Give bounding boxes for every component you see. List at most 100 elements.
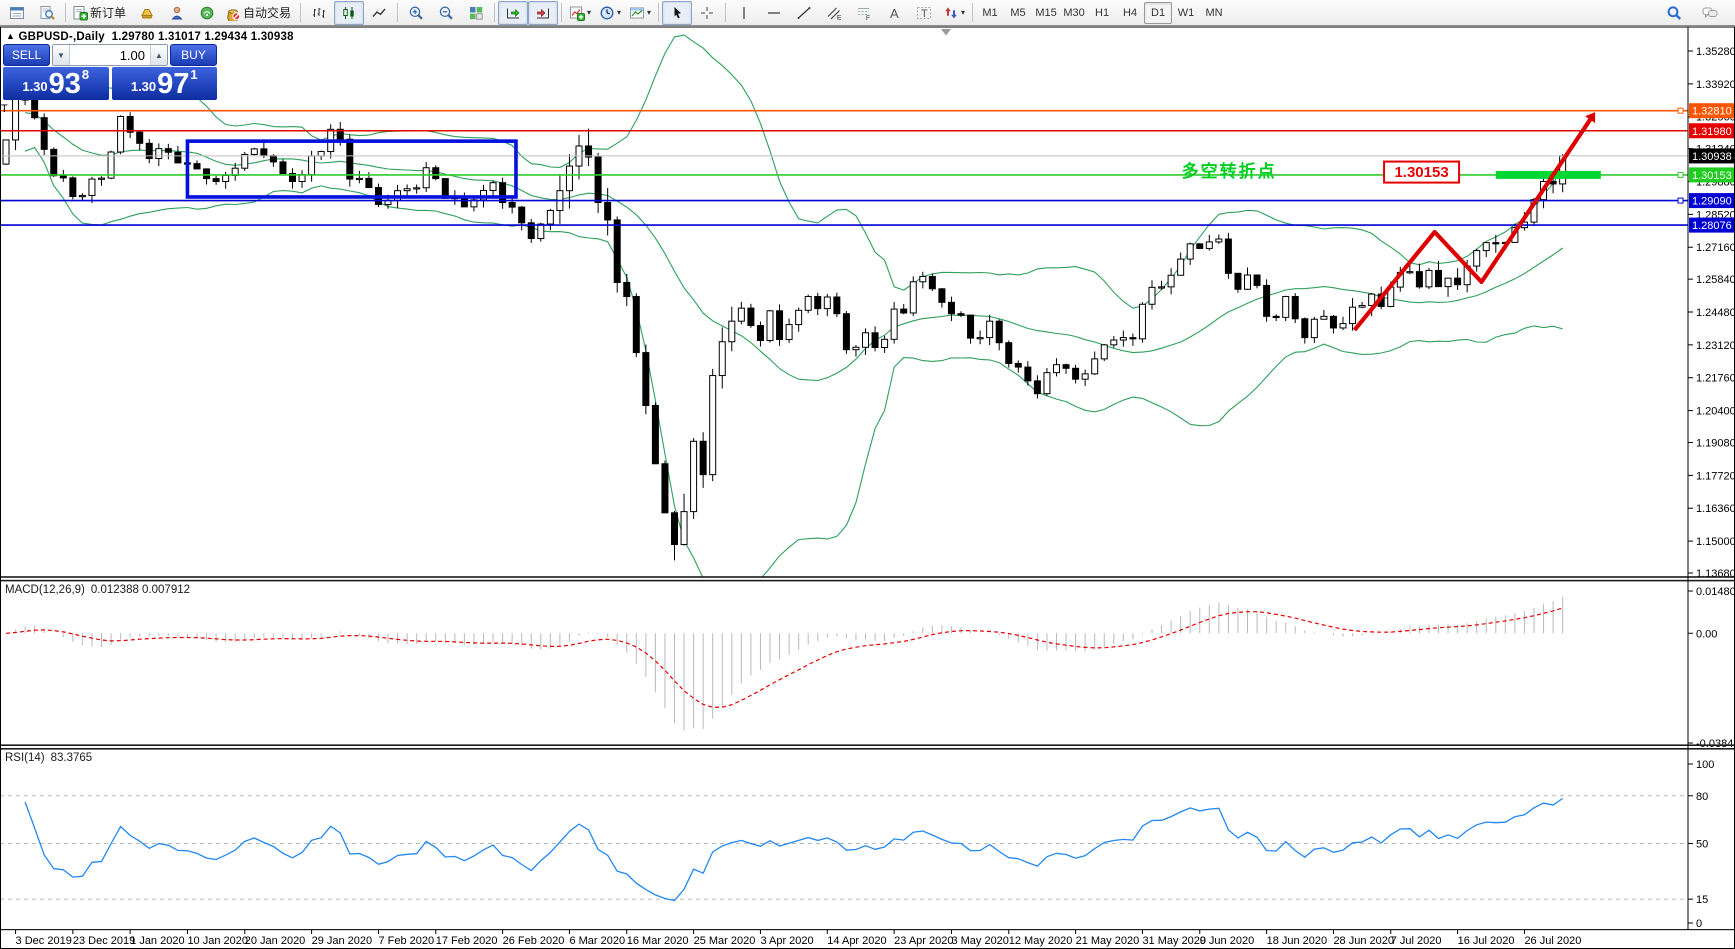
tile-windows-icon[interactable] bbox=[461, 1, 491, 25]
zoom-in-icon[interactable] bbox=[401, 1, 431, 25]
collapse-triangle-icon[interactable]: ▲ bbox=[6, 31, 16, 41]
indicator-list-icon[interactable] bbox=[132, 1, 162, 25]
toolbar-group: 新订单 自动交易 bbox=[69, 1, 297, 25]
periods-icon[interactable]: ▾ bbox=[595, 1, 625, 25]
buy-price-small: 1.30 bbox=[130, 79, 157, 94]
consolidation-rectangle-object[interactable] bbox=[185, 139, 518, 199]
line-handle[interactable] bbox=[1677, 197, 1684, 204]
timeframe-button-m30[interactable]: M30 bbox=[1063, 6, 1085, 19]
label-icon[interactable]: T bbox=[909, 1, 939, 25]
volume-decrease-button[interactable]: ▼ bbox=[53, 45, 70, 65]
price-tick-label: 1.23120 bbox=[1696, 340, 1735, 352]
price-tick-label: 1.35280 bbox=[1696, 46, 1735, 58]
candle-body bbox=[1072, 367, 1080, 380]
dropdown-caret-icon[interactable]: ▾ bbox=[961, 8, 966, 17]
timeframe-button-h1[interactable]: H1 bbox=[1095, 6, 1110, 19]
data-window-icon[interactable] bbox=[32, 1, 62, 25]
price-badge bbox=[1689, 193, 1735, 209]
crosshair-icon-glyph bbox=[701, 6, 714, 19]
pane-splitter[interactable] bbox=[0, 576, 1735, 578]
bar-chart-icon[interactable] bbox=[304, 1, 334, 25]
chat-icon[interactable] bbox=[1695, 1, 1725, 25]
candle-body bbox=[98, 177, 105, 180]
timeframe-button-mn[interactable]: MN bbox=[1205, 6, 1223, 19]
candle-body bbox=[661, 463, 669, 514]
rsi-tick-label: 80 bbox=[1696, 791, 1708, 803]
search-icon[interactable] bbox=[1659, 1, 1689, 25]
volume-input[interactable]: 1.00 bbox=[119, 47, 145, 63]
candle-body bbox=[1167, 274, 1175, 288]
dropdown-caret-icon[interactable]: ▾ bbox=[617, 8, 622, 17]
rsi-pane[interactable] bbox=[0, 795, 1688, 902]
candlestick-chart-icon[interactable] bbox=[334, 0, 365, 25]
zoom-out-icon-glyph bbox=[439, 6, 453, 20]
candle-body bbox=[1215, 238, 1223, 243]
candle-body bbox=[1033, 380, 1041, 395]
dropdown-caret-icon[interactable]: ▾ bbox=[587, 8, 592, 17]
price-flag-box[interactable] bbox=[1383, 160, 1461, 184]
toolbar-group bbox=[498, 0, 559, 25]
candle-body bbox=[728, 320, 736, 343]
candle-body bbox=[546, 210, 554, 225]
candle-body bbox=[1282, 296, 1290, 318]
line-chart-icon[interactable] bbox=[364, 1, 394, 25]
chat-icon-glyph bbox=[1702, 7, 1718, 18]
indicators-add-icon[interactable]: ▾ bbox=[565, 1, 595, 25]
timeframe-button-m1[interactable]: M1 bbox=[982, 6, 998, 19]
price-badge-label: 1.29090 bbox=[1692, 196, 1732, 208]
signals-icon[interactable] bbox=[192, 1, 222, 25]
crosshair-icon[interactable] bbox=[692, 1, 722, 25]
volume-increase-button[interactable]: ▲ bbox=[150, 45, 167, 65]
price-badge bbox=[1689, 123, 1735, 139]
market-watch-icon[interactable] bbox=[2, 1, 32, 25]
timeframe-button-w1[interactable]: W1 bbox=[1177, 6, 1195, 19]
sell-button[interactable]: SELL bbox=[3, 44, 50, 66]
macd-pane[interactable] bbox=[5, 596, 1564, 731]
chart-shift-icon[interactable] bbox=[528, 0, 559, 25]
timeframe-button-m15[interactable]: M15 bbox=[1035, 6, 1057, 19]
timeframe-button-h4[interactable]: H4 bbox=[1123, 6, 1138, 19]
pane-splitter[interactable] bbox=[0, 748, 1735, 750]
new-order-button[interactable]: 新订单 bbox=[69, 1, 132, 25]
channel-icon[interactable]: E bbox=[819, 1, 849, 25]
sell-price-display[interactable]: 1.30 93 8 bbox=[3, 67, 109, 100]
vertical-line-icon[interactable] bbox=[729, 1, 759, 25]
timeframe-button-m5[interactable]: M5 bbox=[1010, 6, 1026, 19]
chart-shift-marker-icon[interactable] bbox=[941, 29, 951, 36]
arrows-icon[interactable]: ▾ bbox=[939, 1, 969, 25]
trend-zigzag-arrow[interactable] bbox=[1352, 117, 1593, 332]
zoom-out-icon[interactable] bbox=[431, 1, 461, 25]
candle-body bbox=[585, 145, 593, 158]
candle-body bbox=[164, 148, 172, 153]
candle-body bbox=[527, 222, 535, 240]
date-label: 10 Jan 2020 bbox=[187, 935, 248, 947]
candle-body bbox=[690, 440, 698, 513]
dropdown-caret-icon[interactable]: ▾ bbox=[647, 8, 652, 17]
horizontal-line-icon[interactable] bbox=[759, 1, 789, 25]
trendline-icon[interactable] bbox=[789, 1, 819, 25]
buy-price-display[interactable]: 1.30 97 1 bbox=[111, 67, 217, 100]
timeframe-button-d1[interactable]: D1 bbox=[1144, 1, 1173, 24]
main-price-pane[interactable]: 多空转折点 1.30153 bbox=[0, 34, 1688, 587]
turning-point-annotation[interactable]: 多空转折点 bbox=[1182, 161, 1277, 181]
support-highlight-bar[interactable] bbox=[1495, 170, 1601, 179]
price-tick-label: 1.17720 bbox=[1696, 470, 1735, 482]
fibonacci-icon[interactable]: F bbox=[849, 1, 879, 25]
templates-icon[interactable]: ▾ bbox=[625, 1, 655, 25]
auto-trading-button-glyph bbox=[227, 8, 241, 21]
trendline-icon-glyph bbox=[797, 6, 811, 19]
candle-body bbox=[1482, 242, 1490, 252]
line-handle[interactable] bbox=[1677, 171, 1684, 178]
price-tick-label: 1.20400 bbox=[1696, 406, 1735, 418]
candle-body bbox=[1043, 372, 1051, 395]
pane-splitter[interactable] bbox=[0, 744, 1735, 746]
pane-splitter[interactable] bbox=[0, 579, 1735, 582]
auto-scroll-icon[interactable] bbox=[498, 0, 529, 25]
virtual-hosting-icon[interactable] bbox=[162, 1, 192, 25]
buy-button[interactable]: BUY bbox=[170, 44, 217, 66]
line-handle[interactable] bbox=[1677, 107, 1684, 114]
text-icon[interactable]: A bbox=[879, 1, 909, 25]
cursor-icon[interactable] bbox=[662, 0, 693, 25]
auto-trading-button[interactable]: 自动交易 bbox=[222, 1, 297, 25]
